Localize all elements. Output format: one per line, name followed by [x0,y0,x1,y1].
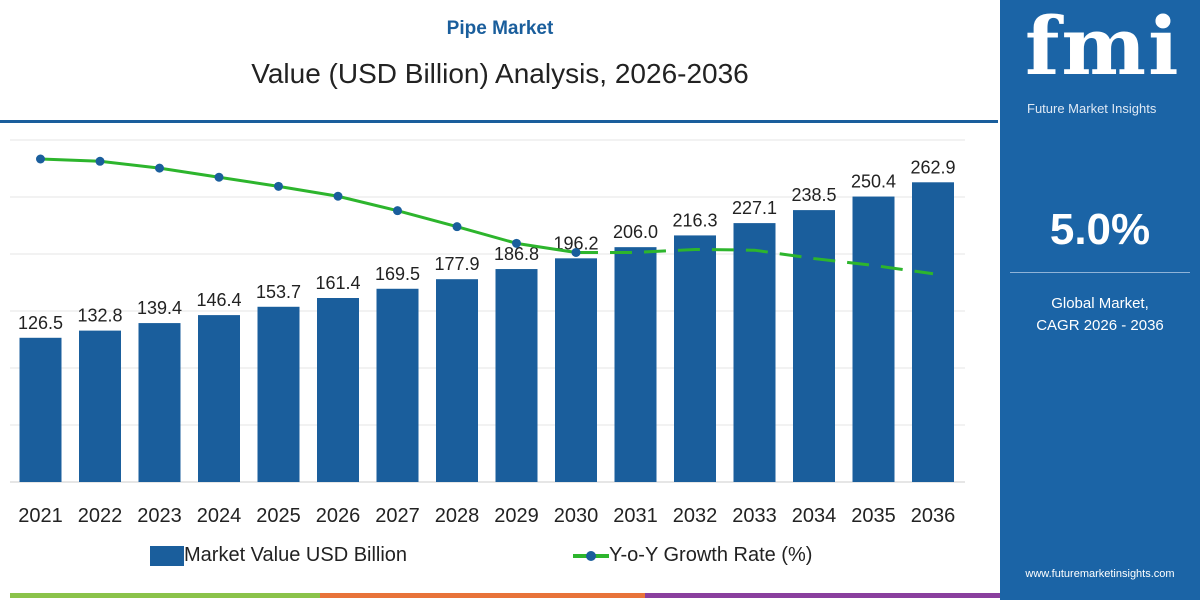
bar-label-2035: 250.4 [851,172,896,192]
cagr-label-line2: CAGR 2026 - 2036 [1036,317,1164,334]
logo-subtext: Future Market Insights [1027,101,1157,116]
x-tick-2026: 2026 [316,505,361,527]
bar-label-2027: 169.5 [375,264,420,284]
bar-2029 [495,269,538,482]
bar-2024 [198,315,240,482]
x-tick-2030: 2030 [554,505,599,527]
legend-label: Market Value USD Billion [184,544,408,566]
growth-point-2026 [333,191,343,201]
bar-label-2036: 262.9 [910,157,955,177]
growth-point-2021 [36,154,45,164]
x-tick-2024: 2024 [197,505,242,527]
stripe-purple [645,593,1000,598]
bar-2027 [376,288,419,482]
legend-item-market-value: Market Value USD Billion [150,544,407,567]
bar-2025 [257,306,300,482]
bar-label-2025: 153.7 [256,282,301,302]
growth-line-dashed [576,247,934,276]
legend-label: Y-o-Y Growth Rate (%) [609,544,813,566]
x-tick-2033: 2033 [732,505,777,527]
cagr-label-line1: Global Market, [1051,295,1149,312]
bar-label-2031: 206.0 [613,222,658,242]
stripe-green [10,593,320,598]
bar-2026 [317,298,359,482]
bar-2022 [79,330,121,482]
cagr-label: Global Market, CAGR 2026 - 2036 [1000,293,1200,337]
bar-2033 [733,223,776,482]
bar-label-2028: 177.9 [434,254,479,274]
x-tick-2023: 2023 [137,505,182,527]
bar-label-2029: 186.8 [494,244,539,264]
growth-line-solid [40,157,577,254]
header-divider [0,120,998,123]
bar-label-2033: 227.1 [732,198,777,218]
bar-label-2026: 161.4 [315,273,360,293]
bar-2035 [852,196,895,482]
bar-label-2023: 139.4 [137,298,182,318]
growth-point-2028 [452,222,462,232]
x-tick-2021: 2021 [18,505,63,527]
chart-title: Pipe Market [446,18,554,39]
x-tick-2036: 2036 [911,505,956,527]
bar-label-2030: 196.2 [553,233,598,253]
growth-point-2024 [214,172,224,182]
bar-2036 [912,182,954,482]
x-tick-2022: 2022 [78,505,123,527]
bar-2021 [19,337,62,482]
bar-label-2032: 216.3 [672,210,717,230]
x-tick-2028: 2028 [435,505,480,527]
cagr-divider [1010,272,1190,273]
growth-point-2022 [95,156,105,166]
legend-line-swatch [573,550,609,561]
x-tick-2032: 2032 [673,505,718,527]
website-url: www.futuremarketinsights.com [1025,568,1175,580]
bar-2030 [555,258,597,482]
growth-point-2030 [571,247,581,257]
bar-2028 [436,279,478,482]
bar-2031 [614,247,657,482]
bar-2034 [793,210,835,483]
bar-label-2022: 132.8 [77,306,122,326]
stripe-orange [320,593,645,598]
bar-2023 [138,323,181,482]
x-tick-2029: 2029 [494,505,539,527]
fmi-logo: fmi [1025,0,1181,93]
bar-label-2034: 238.5 [791,185,836,205]
legend-item-growth: Y-o-Y Growth Rate (%) [573,544,812,567]
growth-point-2027 [393,206,402,216]
brand-panel [1000,0,1200,600]
x-tick-2031: 2031 [613,505,658,527]
cagr-value: 5.0% [1049,205,1151,254]
chart: 126.5 2021 132.8 2022 139.4 2023 146.4 2024 153.… [10,139,965,527]
growth-point-2025 [274,181,283,191]
bar-label-2021: 126.5 [18,313,63,333]
bar-label-2024: 146.4 [196,290,241,310]
growth-point-2029 [512,238,521,248]
legend-bar-swatch [150,545,184,566]
x-tick-2027: 2027 [375,505,420,527]
x-tick-2035: 2035 [851,505,896,527]
chart-subtitle: Value (USD Billion) Analysis, 2026-2036 [251,58,749,89]
x-tick-2034: 2034 [792,505,837,527]
x-tick-2025: 2025 [256,505,301,527]
growth-point-2023 [155,163,164,173]
bar-2032 [674,235,716,482]
